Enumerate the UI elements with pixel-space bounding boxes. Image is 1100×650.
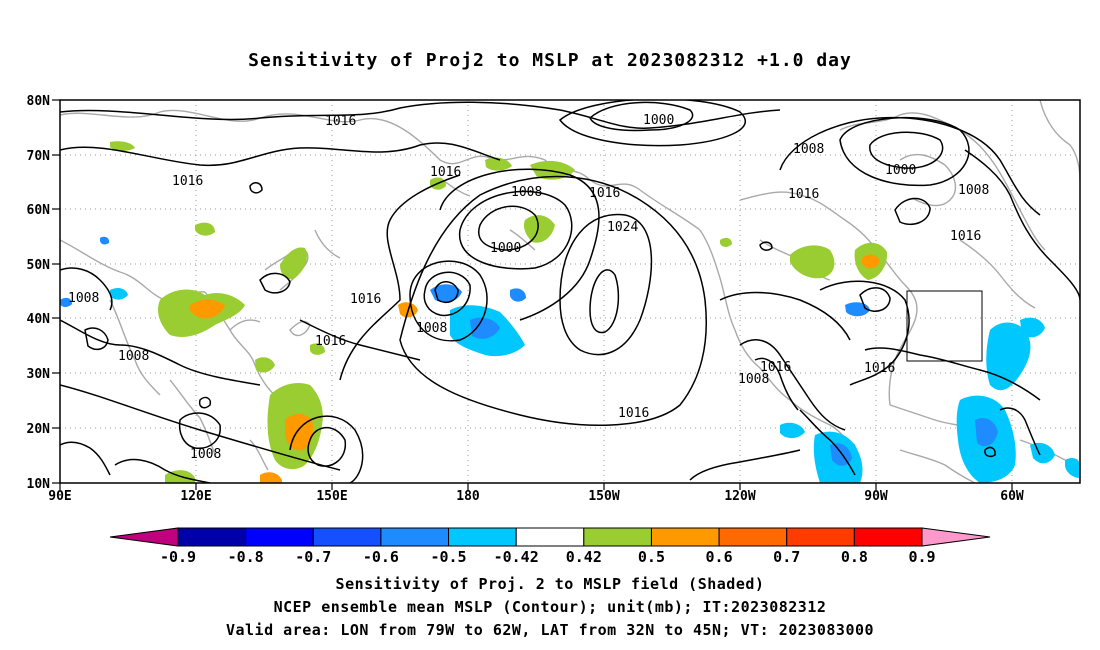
lat-label: 80N: [27, 94, 51, 109]
contour-1016-gulf-alaska: 1016: [589, 186, 620, 201]
contour-1008-aleutian: 1008: [416, 321, 447, 336]
colorbar-tick-label: 0.8: [841, 548, 868, 566]
lon-label: 150E: [316, 489, 347, 504]
contour-1016-sea-of-okhotsk: 1016: [430, 165, 461, 180]
map-content: 1016 1016 1000 1008 1000 1008 1016 1016 …: [60, 100, 1080, 483]
mslp-contours: [60, 100, 1080, 483]
colorbar-swatch: [515, 527, 585, 547]
colorbar-tick-label: -0.9: [160, 548, 196, 566]
lat-label: 10N: [27, 477, 51, 492]
lon-label: 120E: [180, 489, 211, 504]
contour-1016-kamchatka: 1016: [350, 292, 381, 307]
colorbar-tick-label: -0.42: [494, 548, 539, 566]
footer-line-shaded: Sensitivity of Proj. 2 to MSLP field (Sh…: [335, 575, 765, 593]
map-frame: [59, 99, 1081, 484]
lat-label: 70N: [27, 149, 51, 164]
lat-label: 40N: [27, 312, 51, 327]
contour-1008-mexico: 1008: [738, 372, 769, 387]
contour-1016-siberia: 1016: [172, 174, 203, 189]
contour-1016-subtropical: 1016: [618, 406, 649, 421]
colorbar-swatch: [650, 527, 720, 547]
colorbar-tick-label: -0.8: [228, 548, 264, 566]
valid-area-box: [906, 290, 983, 362]
colorbar-swatch: [245, 527, 314, 547]
colorbar-swatch: [380, 527, 450, 547]
contour-1016-canada: 1016: [788, 187, 819, 202]
contour-1000-greenland: 1000: [885, 163, 916, 178]
longitude-labels: 90E 120E 150E 180 150W 120W 90W 60W: [48, 489, 1024, 504]
footer-line-contour: NCEP ensemble mean MSLP (Contour); unit(…: [273, 598, 827, 616]
colorbar-swatch: [177, 527, 247, 547]
colorbar-swatch: [583, 527, 652, 547]
lat-label: 30N: [27, 367, 51, 382]
contour-1008-bering: 1008: [511, 185, 542, 200]
colorbar: -0.9 -0.8 -0.7 -0.6 -0.5 -0.42 0.42 0.5 0.6 0.7 0.…: [109, 527, 991, 566]
colorbar-tick-label: -0.6: [363, 548, 399, 566]
latitude-labels: 80N 70N 60N 50N 40N 30N 20N 10N: [27, 94, 51, 492]
contour-1016-atlantic: 1016: [950, 229, 981, 244]
lat-label: 20N: [27, 422, 51, 437]
tick-marks: [52, 99, 1013, 490]
colorbar-tick-label: 0.42: [566, 548, 602, 566]
contour-1008-hudson: 1008: [793, 142, 824, 157]
colorbar-swatch: [853, 527, 923, 547]
contour-1016-mexico: 1016: [760, 360, 791, 375]
colorbar-tick-label: 0.6: [706, 548, 733, 566]
contour-1000-low: 1000: [490, 241, 521, 256]
contour-1008-labrador: 1008: [958, 183, 989, 198]
colorbar-swatch: [718, 527, 788, 547]
contour-1016-japan: 1016: [315, 334, 346, 349]
colorbar-low-extend: [109, 527, 179, 547]
colorbar-tick-label: 0.9: [908, 548, 935, 566]
colorbar-tick-label: -0.7: [295, 548, 331, 566]
contour-1016-northpacific: 1016: [325, 114, 356, 129]
lat-label: 50N: [27, 258, 51, 273]
colorbar-tick-label: 0.7: [773, 548, 800, 566]
colorbar-tick-label: 0.5: [638, 548, 665, 566]
lon-label: 60W: [1000, 489, 1024, 504]
lon-label: 120W: [724, 489, 755, 504]
page-title: Sensitivity of Proj2 to MSLP at 20230823…: [248, 50, 852, 71]
lon-label: 90E: [48, 489, 71, 504]
colorbar-swatch: [786, 527, 855, 547]
lon-label: 150W: [588, 489, 619, 504]
contour-1016-bermuda: 1016: [864, 361, 895, 376]
colorbar-swatch: [312, 527, 382, 547]
contour-1008-bay-of-bengal: 1008: [118, 349, 149, 364]
colorbar-tick-label: -0.5: [430, 548, 466, 566]
lat-label: 60N: [27, 203, 51, 218]
lon-label: 90W: [864, 489, 888, 504]
contour-1008-india: 1008: [68, 291, 99, 306]
contour-1024-high: 1024: [607, 220, 638, 235]
colorbar-swatch: [448, 527, 517, 547]
sensitivity-shading: [60, 141, 1080, 483]
colorbar-high-extend: [921, 527, 991, 547]
contour-1008-philippine: 1008: [190, 447, 221, 462]
footer-line-valid-area: Valid area: LON from 79W to 62W, LAT fro…: [225, 621, 875, 639]
contour-labels: 1016 1016 1000 1008 1000 1008 1016 1016 …: [68, 113, 989, 462]
lon-label: 180: [456, 489, 480, 504]
contour-1000-arctic: 1000: [643, 113, 674, 128]
